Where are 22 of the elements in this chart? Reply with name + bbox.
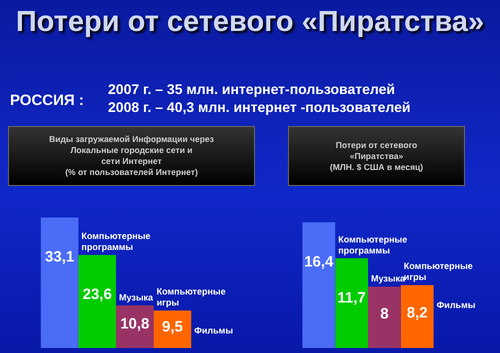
data-label: 10,8 <box>120 316 150 333</box>
data-label: 33,1 <box>45 248 74 266</box>
data-label: 8,2 <box>406 304 428 322</box>
series-label: Музыка <box>371 274 406 284</box>
text: 2007 г. – 35 млн. интернет-пользователей <box>108 81 395 97</box>
chart-title: Потери от сетевого «Пиратства» (МЛН. $ США в месяц) <box>288 126 465 186</box>
series-label: Компьютерные программы <box>338 234 408 256</box>
data-label: 16,4 <box>304 253 334 270</box>
text: РОССИЯ : <box>10 92 84 109</box>
text: 2008 г. – 40,3 млн. интернет -пользователей <box>108 99 411 115</box>
series-label: Компьютерные игры <box>156 286 226 308</box>
series-label: Компьютерные программы <box>81 230 150 252</box>
text: Потери от сетевого «Пиратства» <box>14 6 486 39</box>
series-label: Фильмы <box>436 300 476 310</box>
data-label: 11,7 <box>337 289 366 306</box>
data-label: 8 <box>380 305 389 322</box>
series-label: Фильмы <box>194 326 234 336</box>
data-label: 9,5 <box>162 318 183 336</box>
data-label: 23,6 <box>82 286 112 304</box>
series-label: Компьютерные игры <box>404 261 473 282</box>
chart-title: Виды загружаемой Информации через Локальные городские сети и сети Интернет (% от пользователей Интернет) <box>8 126 255 186</box>
series-label: Музыка <box>119 292 154 302</box>
